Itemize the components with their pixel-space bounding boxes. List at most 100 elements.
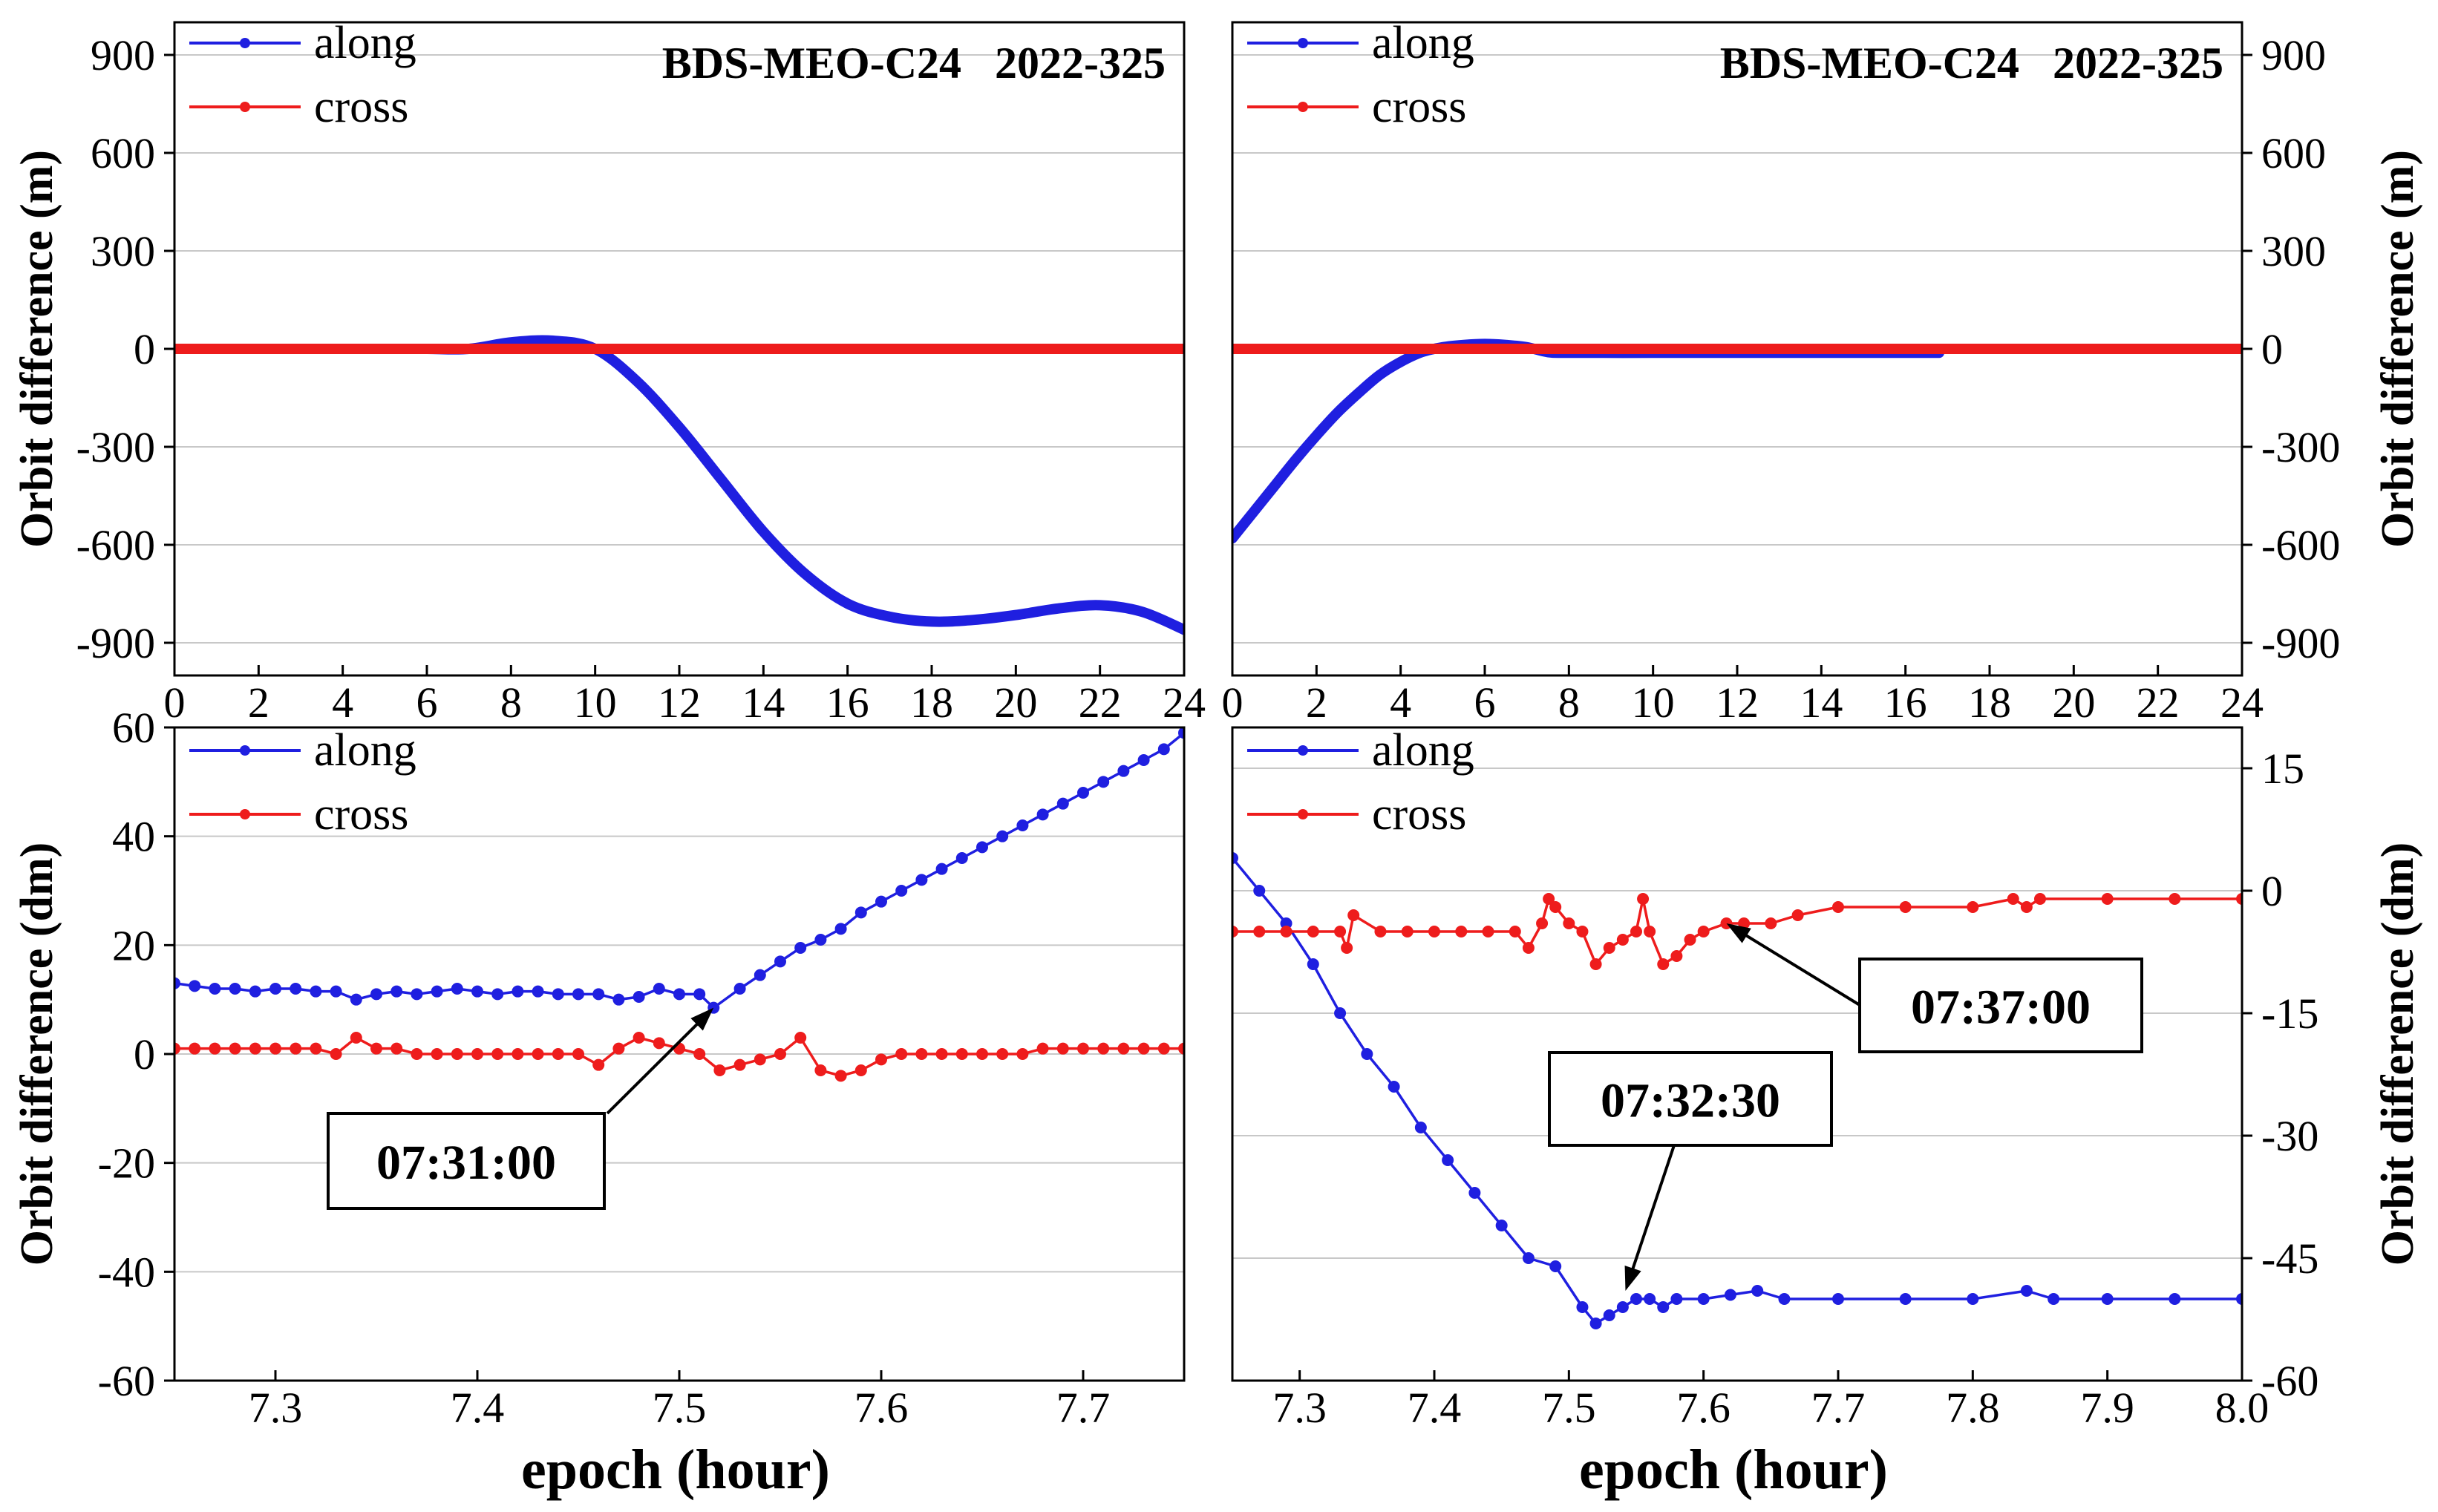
data-point-along: [1967, 1293, 1979, 1305]
x-tick-label: 14: [742, 678, 785, 727]
plot-frame: [1231, 21, 2243, 677]
data-point-cross: [1253, 926, 1266, 937]
data-point-along: [411, 988, 423, 1001]
data-point-cross: [1455, 926, 1468, 937]
x-tick-label: 20: [2052, 678, 2095, 727]
data-point-along: [330, 985, 342, 998]
callout-arrow-head: [1624, 1266, 1641, 1291]
x-tick-label: 14: [1800, 678, 1843, 727]
data-point-cross: [370, 1042, 382, 1055]
data-point-along: [693, 988, 706, 1001]
data-point-cross: [290, 1042, 302, 1055]
data-point-along: [310, 985, 322, 998]
legend-label-along: along: [1372, 725, 1474, 776]
x-tick-label: 7.9: [2080, 1384, 2134, 1432]
data-point-along: [633, 991, 645, 1003]
data-point-along: [1549, 1260, 1562, 1272]
data-point-cross: [1536, 917, 1549, 929]
legend-label-along: along: [314, 18, 416, 68]
data-point-cross: [1522, 942, 1535, 954]
data-point-cross: [976, 1048, 988, 1060]
x-tick-label: 0: [164, 678, 186, 727]
data-point-cross: [653, 1037, 665, 1050]
series-along: [174, 727, 1184, 1014]
data-point-cross: [693, 1048, 706, 1060]
y-tick-label: -900: [2261, 619, 2340, 667]
data-point-along: [269, 983, 281, 995]
data-point-cross: [471, 1048, 483, 1060]
data-point-cross: [1056, 1042, 1069, 1055]
data-point-cross: [390, 1042, 403, 1055]
x-tick-label: 20: [994, 678, 1037, 727]
callout-box: [1858, 958, 2143, 1053]
data-point-cross: [1232, 926, 1238, 937]
data-point-cross: [431, 1048, 443, 1060]
data-point-along: [612, 993, 625, 1006]
callout-label: 07:37:00: [1911, 981, 2091, 1035]
data-point-cross: [1616, 934, 1629, 946]
data-point-cross: [1637, 893, 1650, 905]
callout-arrow-line: [1625, 1145, 1676, 1287]
y-tick-label: 900: [91, 31, 155, 79]
x-tick-label: 7.5: [653, 1384, 707, 1432]
data-point-along: [2101, 1293, 2114, 1305]
y-tick-label: -300: [2261, 423, 2340, 471]
data-point-cross: [1341, 942, 1353, 954]
data-point-along: [1832, 1293, 1844, 1305]
x-tick-label: 8.0: [2215, 1384, 2269, 1432]
data-point-cross: [1657, 958, 1670, 970]
data-point-along: [572, 988, 584, 1001]
data-point-along: [1056, 797, 1069, 810]
data-point-along: [854, 906, 867, 919]
data-point-along: [1697, 1293, 1710, 1305]
x-tick-label: 24: [1163, 678, 1206, 727]
data-point-along: [2020, 1285, 2033, 1297]
data-point-cross: [2034, 893, 2046, 905]
data-point-along: [370, 988, 382, 1001]
callout-label: 07:32:30: [1601, 1074, 1780, 1128]
data-point-along: [1603, 1309, 1615, 1321]
x-tick-label: 22: [1079, 678, 1122, 727]
x-tick-label: 2: [248, 678, 269, 727]
data-point-cross: [1137, 1042, 1150, 1055]
data-point-cross: [1157, 1042, 1170, 1055]
data-point-along: [431, 985, 443, 998]
data-point-along: [1137, 754, 1150, 766]
data-point-cross: [854, 1064, 867, 1076]
data-point-cross: [774, 1048, 786, 1060]
callout-arrow-head: [1726, 923, 1751, 943]
data-point-along: [1468, 1187, 1481, 1199]
x-tick-label: 10: [574, 678, 617, 727]
y-tick-label: -300: [76, 423, 155, 471]
x-tick-label: 7.6: [1676, 1384, 1731, 1432]
data-point-cross: [532, 1048, 544, 1060]
legend-label-cross: cross: [314, 82, 408, 132]
data-point-cross: [269, 1042, 281, 1055]
y-tick-label: 60: [112, 704, 155, 752]
data-point-along: [1388, 1081, 1400, 1093]
data-point-cross: [1280, 926, 1292, 937]
data-point-along: [1307, 958, 1319, 970]
data-point-cross: [512, 1048, 524, 1060]
data-point-cross: [1765, 917, 1777, 929]
x-tick-label: 10: [1632, 678, 1675, 727]
data-point-along: [1495, 1220, 1508, 1231]
x-tick-label: 7.4: [451, 1384, 505, 1432]
data-point-cross: [1644, 926, 1656, 937]
data-point-cross: [249, 1042, 261, 1055]
data-point-cross: [915, 1048, 928, 1060]
data-point-cross: [1016, 1048, 1029, 1060]
data-point-along: [1178, 727, 1184, 739]
y-tick-label: -30: [2261, 1112, 2318, 1160]
y-axis-title-top-left: Orbit difference (m): [12, 150, 62, 548]
legend-marker-along: [1298, 38, 1308, 48]
data-point-along: [1644, 1293, 1656, 1305]
data-point-cross: [1899, 901, 1912, 913]
data-point-along: [653, 983, 665, 995]
data-point-cross: [350, 1032, 362, 1044]
data-point-cross: [1589, 958, 1602, 970]
panel-bottom-right: 15 0 -15 -30 -45 -60 7.3 7.4 7.5 7.6 7.7 7.8 7.9 8.0 a…: [1231, 725, 2318, 1432]
data-point-along: [754, 969, 766, 981]
x-tick-label: 7.3: [1272, 1384, 1327, 1432]
